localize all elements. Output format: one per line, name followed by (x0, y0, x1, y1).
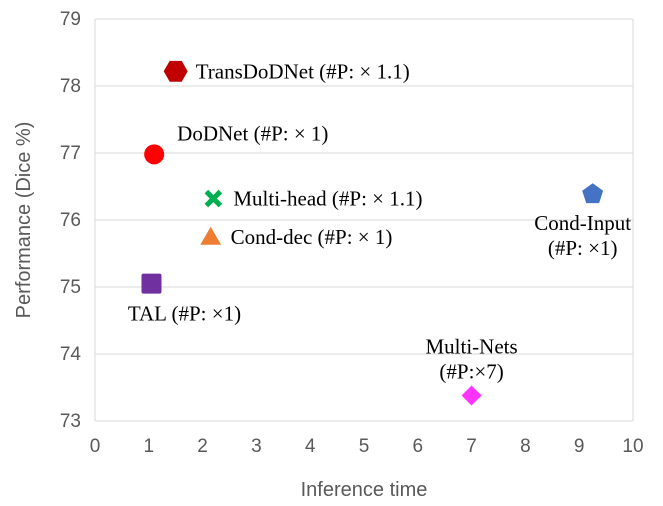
data-labels: TransDoDNet (#P: × 1.1) DoDNet (#P: × 1) M… (128, 59, 631, 383)
x-tick-label: 9 (574, 436, 585, 457)
point-cond-dec (200, 226, 222, 245)
x-tick-label: 10 (622, 436, 643, 457)
point-tal-label-line: TAL (#P: ×1) (128, 302, 241, 326)
x-axis-title: Inference time (301, 479, 428, 501)
x-tick-label: 6 (413, 436, 424, 457)
point-transdodnet-label-line: TransDoDNet (#P: × 1.1) (196, 59, 410, 83)
point-tal-label: TAL (#P: ×1) (128, 302, 241, 326)
point-cond-dec-label: Cond-dec (#P: × 1) (231, 225, 393, 249)
grid (95, 18, 633, 422)
point-multi-nets-label-line: Multi-Nets (426, 335, 518, 359)
point-multi-nets-label: Multi-Nets (#P:×7) (426, 335, 518, 384)
x-tick-label: 5 (359, 436, 370, 457)
y-tick-label: 75 (60, 277, 81, 298)
y-tick-label: 73 (60, 411, 81, 432)
x-tick-label: 8 (520, 436, 531, 457)
point-multi-head (204, 189, 223, 208)
point-multi-head-label: Multi-head (#P: × 1.1) (233, 187, 422, 211)
x-tick-label: 0 (90, 436, 101, 457)
point-multi-nets-label-line: (#P:×7) (439, 360, 503, 384)
point-dodnet-label-line: DoDNet (#P: × 1) (177, 121, 328, 145)
point-tal (141, 273, 162, 294)
point-transdodnet (163, 60, 188, 82)
point-cond-input (582, 183, 604, 204)
point-multi-head-label-line: Multi-head (#P: × 1.1) (233, 187, 422, 211)
y-axis-title: Performance (Dice %) (13, 122, 35, 319)
x-tick-label: 4 (305, 436, 316, 457)
y-tick-label: 79 (60, 9, 81, 30)
point-dodnet (144, 144, 165, 165)
data-points (141, 60, 604, 406)
point-multi-head-stroke-b (204, 189, 223, 208)
x-tick-label: 7 (466, 436, 477, 457)
y-tick-label: 76 (60, 210, 81, 231)
point-cond-input-label-line: (#P: ×1) (548, 236, 618, 260)
point-cond-input-label: Cond-Input (#P: ×1) (534, 211, 631, 260)
point-dodnet-label: DoDNet (#P: × 1) (177, 121, 328, 145)
y-tick-label: 78 (60, 76, 81, 97)
x-tick-label: 1 (144, 436, 155, 457)
y-tick-label: 77 (60, 143, 81, 164)
point-transdodnet-label: TransDoDNet (#P: × 1.1) (196, 59, 410, 83)
point-cond-dec-label-line: Cond-dec (#P: × 1) (231, 225, 393, 249)
y-tick-label: 74 (60, 344, 82, 365)
x-tick-label: 3 (251, 436, 262, 457)
point-cond-input-label-line: Cond-Input (534, 211, 631, 235)
point-multi-nets (461, 385, 482, 406)
x-tick-label: 2 (197, 436, 208, 457)
